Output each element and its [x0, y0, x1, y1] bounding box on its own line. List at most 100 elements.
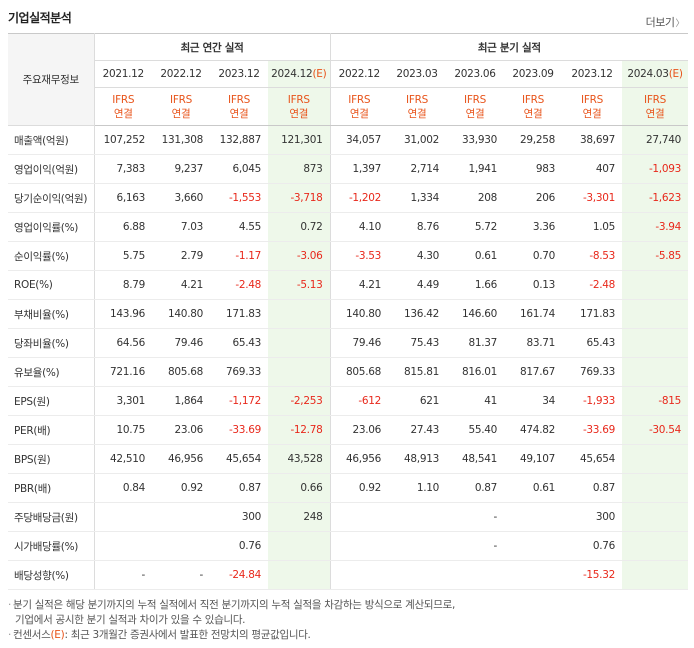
annual-value: 46,956	[152, 444, 210, 474]
period-label: 2024.12	[271, 68, 313, 80]
annual-value: 10.75	[94, 415, 152, 445]
estimate-mark: (E)	[312, 68, 327, 80]
table-body: 매출액(억원) 107,252 131,308 132,887 121,301 34,05…	[8, 125, 688, 590]
ifrs-label: IFRS	[170, 93, 192, 106]
annual-value	[268, 299, 331, 329]
consolidated-label: 연결	[229, 107, 249, 120]
annual-value: 0.66	[268, 473, 331, 503]
annual-value: 79.46	[152, 328, 210, 358]
quarter-value: 46,956	[330, 444, 388, 474]
annual-value	[268, 531, 331, 561]
annual-value: 0.87	[210, 473, 268, 503]
quarter-value	[622, 357, 688, 387]
period-header: 2023.03	[388, 60, 446, 88]
quarter-value: 0.61	[504, 473, 562, 503]
annual-value: 6,163	[94, 183, 152, 213]
annual-value: 300	[210, 502, 268, 532]
annual-group-header: 최근 연간 실적	[94, 33, 331, 61]
period-header: 2024.12(E)	[268, 60, 331, 88]
quarter-value	[446, 560, 504, 590]
period-label: 2022.12	[338, 68, 381, 80]
table-row: 배당성향(%) - - -24.84 -15.32	[8, 560, 688, 590]
quarter-value: 140.80	[330, 299, 388, 329]
table-row: EPS(원) 3,301 1,864 -1,172 -2,253 -612 621 41 34-…	[8, 386, 688, 416]
quarter-value: -	[446, 502, 504, 532]
quarter-value: -	[446, 531, 504, 561]
accounting-standard: IFRS 연결	[388, 87, 446, 126]
table-row: ROE(%) 8.79 4.21 -2.48 -5.13 4.21 4.49 1.66 0.13…	[8, 270, 688, 300]
quarter-value	[388, 560, 446, 590]
annual-value: 42,510	[94, 444, 152, 474]
period-header: 2023.12	[562, 60, 622, 88]
annual-value: 0.92	[152, 473, 210, 503]
annual-value: 4.55	[210, 212, 268, 242]
accounting-standard: IFRS 연결	[268, 87, 331, 126]
table-row: 유보율(%) 721.16 805.68 769.33 805.68 815.81 816.…	[8, 357, 688, 387]
annual-value: 131,308	[152, 125, 210, 155]
consolidated-label: 연결	[465, 107, 485, 120]
ifrs-label: IFRS	[406, 93, 428, 106]
consolidated-label: 연결	[407, 107, 427, 120]
ifrs-label: IFRS	[464, 93, 486, 106]
quarter-value: 8.76	[388, 212, 446, 242]
quarter-value: 0.61	[446, 241, 504, 271]
annual-value: 873	[268, 154, 331, 184]
consolidated-label: 연결	[289, 107, 309, 120]
row-label: 매출액(억원)	[8, 125, 95, 155]
annual-value: 171.83	[210, 299, 268, 329]
period-header: 2022.12	[152, 60, 210, 88]
table-row: 영업이익률(%) 6.88 7.03 4.55 0.72 4.10 8.76 5.72 3.36…	[8, 212, 688, 242]
annual-value: 3,301	[94, 386, 152, 416]
quarter-value: -612	[330, 386, 388, 416]
period-label: 2023.06	[454, 68, 496, 80]
quarter-value: 49,107	[504, 444, 562, 474]
annual-value: 6.88	[94, 212, 152, 242]
annual-value	[94, 531, 152, 561]
row-label: 당좌비율(%)	[8, 328, 95, 358]
header-row-periods: 2021.12 2022.12 2023.12 2024.12(E) 2022.12 20…	[8, 60, 688, 88]
annual-value: -3,718	[268, 183, 331, 213]
more-link[interactable]: 더보기〉	[645, 14, 685, 30]
annual-value: -	[94, 560, 152, 590]
annual-value: 0.72	[268, 212, 331, 242]
quarter-value: 0.70	[504, 241, 562, 271]
annual-value: 1,864	[152, 386, 210, 416]
quarter-value: 48,541	[446, 444, 504, 474]
quarter-value: 2,714	[388, 154, 446, 184]
quarter-value: 48,913	[388, 444, 446, 474]
quarter-value	[622, 560, 688, 590]
quarter-value: -15.32	[562, 560, 622, 590]
ifrs-label: IFRS	[644, 93, 666, 106]
annual-value: -2,253	[268, 386, 331, 416]
annual-value: -5.13	[268, 270, 331, 300]
quarter-value: -3,301	[562, 183, 622, 213]
quarter-value	[388, 531, 446, 561]
quarter-value: -33.69	[562, 415, 622, 445]
quarter-value: 4.30	[388, 241, 446, 271]
quarter-value: -5.85	[622, 241, 688, 271]
row-label: 주당배당금(원)	[8, 502, 95, 532]
row-label: PER(배)	[8, 415, 95, 445]
quarter-value: 0.92	[330, 473, 388, 503]
annual-value: 7,383	[94, 154, 152, 184]
quarter-value: 38,697	[562, 125, 622, 155]
annual-value: -2.48	[210, 270, 268, 300]
table-row: 당좌비율(%) 64.56 79.46 65.43 79.46 75.43 81.37 83.…	[8, 328, 688, 358]
period-label: 2023.03	[396, 68, 438, 80]
period-label: 2023.09	[512, 68, 554, 80]
more-label: 더보기	[645, 16, 675, 29]
annual-value: -1,172	[210, 386, 268, 416]
consolidated-label: 연결	[645, 107, 665, 120]
quarter-value	[504, 502, 562, 532]
quarter-value: 769.33	[562, 357, 622, 387]
section-title: 기업실적분석	[8, 11, 72, 25]
table-row: 순이익률(%) 5.75 2.79 -1.17 -3.06 -3.53 4.30 0.61 0.…	[8, 241, 688, 271]
ifrs-label: IFRS	[287, 93, 310, 106]
ifrs-label: IFRS	[522, 93, 544, 106]
accounting-standard: IFRS 연결	[94, 87, 152, 126]
quarter-value: 33,930	[446, 125, 504, 155]
quarter-value	[622, 328, 688, 358]
period-header: 2023.06	[446, 60, 504, 88]
quarter-value: 83.71	[504, 328, 562, 358]
quarter-value: 1,941	[446, 154, 504, 184]
